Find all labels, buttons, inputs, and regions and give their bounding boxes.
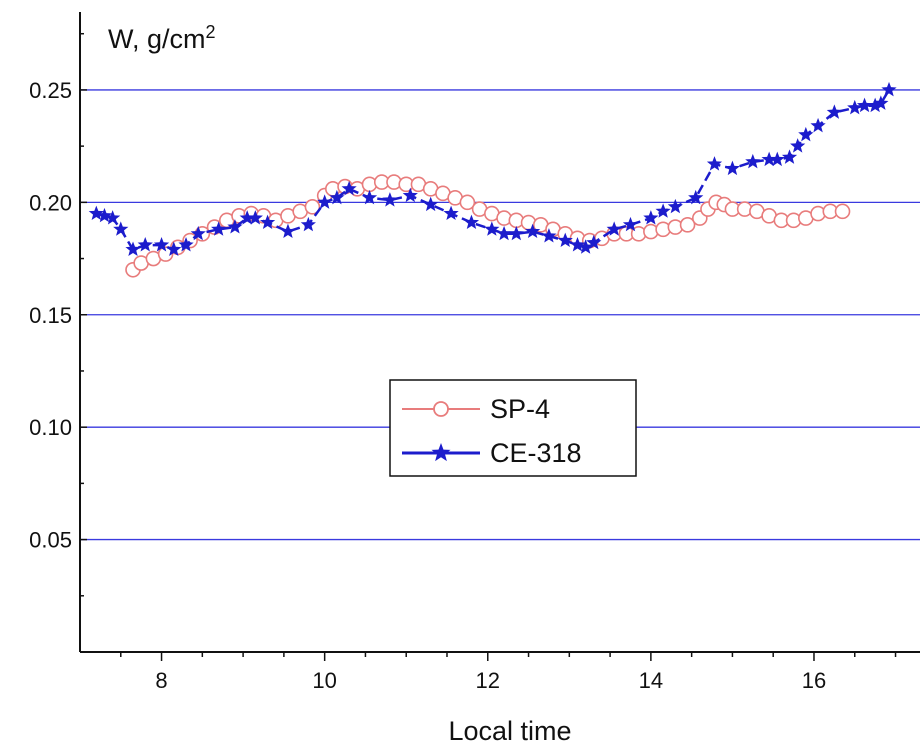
- data-point: [190, 225, 206, 241]
- legend-marker-ce318: [431, 443, 451, 462]
- axis-ticks: 0.05 0.10 0.15 0.20 0.25 8 10 12 14 16: [29, 32, 897, 693]
- data-point: [113, 221, 129, 236]
- data-point: [361, 189, 378, 205]
- data-point: [569, 237, 586, 252]
- data-point: [153, 237, 170, 252]
- data-point: [781, 149, 798, 164]
- data-point: [329, 189, 345, 205]
- data-point: [96, 207, 113, 223]
- x-axis-title: Local time: [448, 716, 571, 746]
- legend-marker-sp4: [433, 401, 449, 417]
- data-point: [856, 97, 873, 113]
- x-tick-label: 12: [476, 668, 500, 693]
- data-point: [166, 241, 182, 257]
- y-tick-label: 0.15: [29, 303, 72, 328]
- y-tick-label: 0.25: [29, 78, 72, 103]
- data-point: [622, 216, 639, 232]
- data-point: [745, 153, 761, 169]
- x-tick-label: 14: [639, 668, 663, 693]
- data-point: [211, 221, 227, 236]
- data-point: [484, 221, 500, 236]
- data-point: [873, 95, 889, 110]
- y-axis-title-superscript: 2: [206, 22, 216, 42]
- data-point: [881, 81, 897, 97]
- x-tick-label: 10: [312, 668, 336, 693]
- data-point: [810, 117, 826, 133]
- data-point: [259, 214, 276, 230]
- data-point: [105, 210, 121, 225]
- y-axis-title: W, g/cm2: [108, 22, 216, 54]
- data-point: [525, 223, 541, 239]
- data-point: [88, 205, 104, 221]
- data-point: [443, 205, 459, 221]
- data-point: [578, 239, 594, 254]
- data-point: [826, 104, 842, 119]
- y-axis-title-text: W, g/cm: [108, 24, 206, 54]
- data-point: [304, 199, 321, 215]
- grid-lines: [80, 89, 920, 541]
- data-point: [606, 221, 622, 236]
- y-tick-label: 0.05: [29, 528, 72, 553]
- data-point: [834, 203, 851, 220]
- data-point: [679, 217, 696, 233]
- data-point: [655, 203, 671, 218]
- legend-label-ce318: CE-318: [490, 438, 582, 468]
- data-point: [280, 223, 296, 239]
- x-tick-label: 8: [155, 668, 167, 693]
- legend-box: [389, 379, 637, 477]
- x-tick-label: 16: [802, 668, 826, 693]
- data-point: [300, 216, 316, 232]
- data-point: [667, 198, 683, 214]
- data-point: [706, 156, 723, 171]
- data-point: [643, 210, 659, 225]
- data-point: [463, 214, 480, 230]
- data-point: [382, 192, 398, 207]
- data-point: [157, 246, 174, 262]
- data-point: [227, 219, 243, 234]
- data-point: [847, 99, 863, 115]
- data-point: [769, 151, 785, 167]
- data-point: [798, 126, 814, 142]
- data-point: [125, 241, 141, 257]
- data-point: [508, 225, 524, 241]
- data-point: [586, 234, 602, 250]
- data-point: [341, 180, 357, 196]
- y-tick-label: 0.20: [29, 190, 72, 215]
- axes: [79, 12, 920, 653]
- data-point: [317, 194, 333, 209]
- data-point: [541, 228, 557, 243]
- series: [88, 81, 897, 278]
- legend: SP-4 CE-318: [389, 379, 637, 477]
- data-point: [178, 237, 194, 252]
- y-tick-label: 0.10: [29, 415, 72, 440]
- series-ce-318: [88, 81, 897, 257]
- data-point: [557, 232, 573, 248]
- data-point: [137, 237, 153, 252]
- legend-label-sp4: SP-4: [490, 394, 550, 424]
- data-point: [724, 160, 741, 176]
- data-point: [496, 225, 512, 241]
- data-point: [459, 194, 476, 211]
- data-point: [790, 138, 806, 153]
- data-point: [761, 151, 777, 167]
- data-point: [247, 210, 263, 225]
- data-point: [867, 97, 883, 113]
- data-point: [688, 189, 704, 205]
- data-point: [239, 210, 255, 225]
- data-point: [402, 187, 418, 203]
- data-point: [423, 196, 439, 212]
